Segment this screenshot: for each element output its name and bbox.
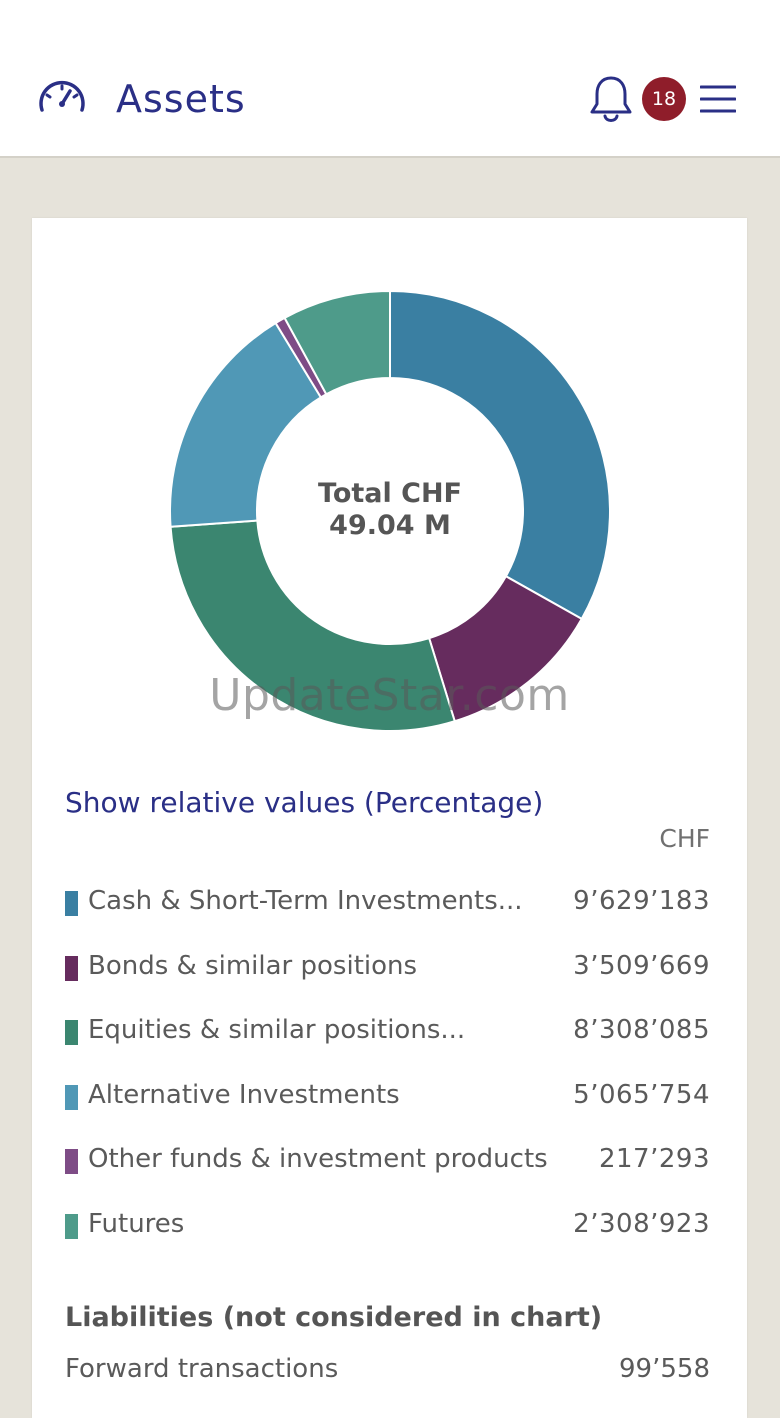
legend-label: Equities & similar positions... [88,1015,466,1045]
legend-row[interactable]: Cash & Short-Term Investments... 9’629’1… [65,872,710,937]
legend-row[interactable]: Equities & similar positions... 8’308’08… [65,1001,710,1066]
liability-label: Forward transactions [65,1354,339,1384]
legend-label: Bonds & similar positions [88,950,418,981]
legend-value: 8’308’085 [573,1015,710,1045]
top-bar: Assets 18 [0,0,780,158]
chart-total-label: Total CHF 49.04 M [290,478,490,542]
donut-slice[interactable] [389,289,611,621]
legend-swatch [65,955,78,981]
total-caption: Total CHF [317,478,463,509]
legend-row[interactable]: Other funds & investment products... 217… [65,1130,710,1195]
legend-label: Cash & Short-Term Investments... [88,886,523,916]
legend-swatch [65,891,78,916]
bell-icon[interactable] [588,74,634,126]
legend-value: 5’065’754 [573,1079,710,1110]
legend-value: 2’308’923 [573,1208,710,1239]
legend-row[interactable]: Futures 2’308’923 [65,1195,710,1260]
liability-row[interactable]: Forward transactions 99’558 [65,1354,710,1390]
legend-label: Other funds & investment products... [88,1144,548,1174]
assets-card: UpdateStar.com Total CHF 49.04 M Show re… [32,218,747,1418]
notification-badge[interactable]: 18 [642,77,686,121]
currency-label: CHF [659,824,710,853]
legend-value: 217’293 [598,1144,710,1174]
legend-label: Futures [88,1208,185,1239]
legend-row[interactable]: Bonds & similar positions 3’509’669 [65,937,710,1002]
legend-swatch [65,1084,78,1110]
legend-value: 3’509’669 [573,950,710,981]
liability-value: 99’558 [619,1354,710,1384]
legend-swatch [65,1020,78,1045]
page-title: Assets [116,77,246,121]
show-relative-values-link[interactable]: Show relative values (Percentage) [65,786,544,819]
liabilities-heading: Liabilities (not considered in chart) [65,1302,603,1333]
legend-value: 9’629’183 [573,886,710,916]
donut-slice[interactable] [169,519,456,732]
watermark: UpdateStar.com [209,670,570,721]
donut-slice[interactable] [283,289,391,396]
asset-legend: Cash & Short-Term Investments... 9’629’1… [65,872,710,1259]
asset-allocation-donut-chart[interactable] [32,218,747,778]
legend-swatch [65,1213,78,1239]
gauge-icon[interactable] [37,78,87,114]
legend-row[interactable]: Alternative Investments 5’065’754 [65,1066,710,1131]
total-value: 49.04 M [329,510,451,541]
hamburger-menu-icon[interactable] [700,84,736,114]
legend-swatch [65,1149,78,1174]
legend-label: Alternative Investments [88,1079,400,1110]
